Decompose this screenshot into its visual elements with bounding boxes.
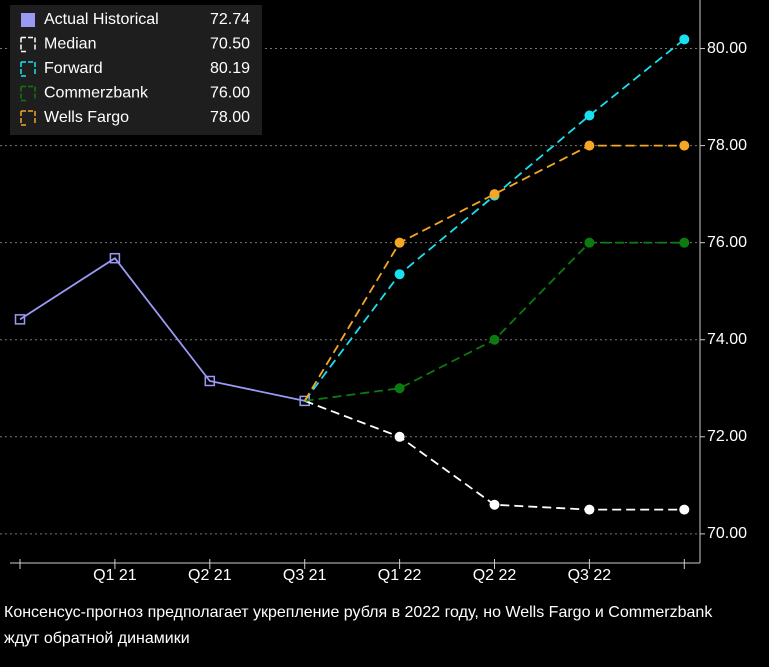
marker <box>489 499 500 510</box>
legend-value: 76.00 <box>210 85 250 102</box>
series-line <box>304 241 685 402</box>
x-tick-label: Q2 22 <box>473 567 517 584</box>
legend-value: 70.50 <box>210 36 250 53</box>
chart: 70.00 72.00 74.00 76.00 78.00 80.00 Q1 21 Q2 21… <box>0 0 747 584</box>
legend-value: 80.19 <box>210 60 250 77</box>
legend-label: Commerzbank <box>44 85 149 102</box>
x-tick-label: Q3 22 <box>568 567 612 584</box>
marker <box>489 334 500 345</box>
marker <box>584 504 595 515</box>
marker <box>489 189 500 200</box>
legend-label: Actual Historical <box>44 11 159 28</box>
legend-label: Forward <box>44 60 103 77</box>
marker <box>679 504 690 515</box>
legend-label: Median <box>44 36 96 53</box>
marker <box>109 252 121 264</box>
series-line <box>19 256 305 402</box>
legend-label: Wells Fargo <box>44 109 129 126</box>
series-line <box>303 144 685 402</box>
marker <box>584 140 595 151</box>
x-tick-label: Q1 22 <box>378 567 422 584</box>
marker <box>394 383 405 394</box>
legend-box <box>10 5 262 135</box>
x-tick-label: Q3 21 <box>283 567 327 584</box>
series-line <box>303 38 685 402</box>
legend-swatch <box>20 110 36 126</box>
y-tick-label: 80.00 <box>707 40 747 57</box>
x-tick-label: Q1 21 <box>93 567 137 584</box>
marker <box>679 140 690 151</box>
y-tick-label: 72.00 <box>707 428 747 445</box>
legend-swatch <box>20 85 36 102</box>
legend-swatch <box>21 13 35 27</box>
legend-value: 72.74 <box>210 11 250 28</box>
marker <box>679 34 690 45</box>
y-tick-label: 78.00 <box>707 137 747 154</box>
y-tick-label: 74.00 <box>707 331 747 348</box>
marker <box>584 237 595 248</box>
marker <box>584 110 595 121</box>
x-tick-label: Q2 21 <box>188 567 232 584</box>
marker <box>679 237 690 248</box>
marker <box>394 237 405 248</box>
legend-value: 78.00 <box>210 109 250 126</box>
series-line <box>304 400 685 511</box>
marker <box>204 375 216 387</box>
legend-swatch <box>20 36 36 53</box>
marker <box>394 269 405 280</box>
y-tick-label: 76.00 <box>707 234 747 251</box>
caption: Консенсус-прогноз предполагает укреплени… <box>4 604 713 647</box>
marker <box>14 314 26 325</box>
legend-swatch <box>20 61 36 77</box>
y-tick-label: 70.00 <box>707 525 747 542</box>
marker <box>394 431 405 442</box>
